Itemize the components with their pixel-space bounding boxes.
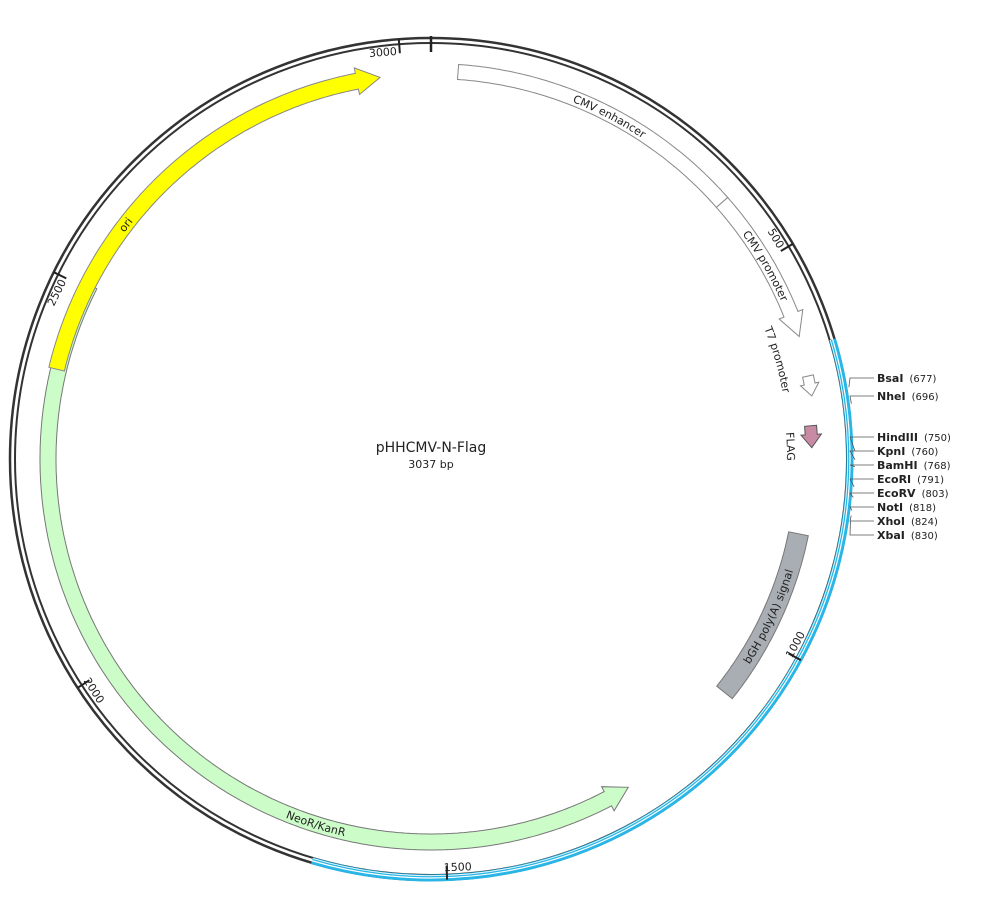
plasmid-name: pHHCMV-N-Flag: [376, 440, 487, 456]
site-label: BsaI (677): [877, 372, 936, 385]
site-label: NotI (818): [877, 501, 936, 514]
tick-mark: [77, 679, 90, 689]
tick-mark: [397, 39, 401, 54]
site-label: NheI (696): [877, 390, 939, 403]
site-name: XhoI: [877, 515, 905, 528]
site-position: (830): [911, 531, 938, 542]
site-position: (803): [922, 489, 949, 500]
plasmid-length: 3037 bp: [408, 458, 453, 471]
site-name: BsaI: [877, 372, 903, 385]
site-leader: [849, 515, 874, 522]
site-position: (824): [911, 517, 938, 528]
highlight-inner: [312, 339, 849, 877]
feature-label-path: FLAG: [784, 432, 798, 461]
site-label: HindIII (750): [877, 431, 951, 444]
site-position: (677): [909, 374, 936, 385]
highlight-inner: [311, 339, 851, 879]
site-position: (818): [909, 503, 936, 514]
tick-mark: [780, 243, 794, 252]
site-leader: [849, 492, 874, 498]
feature-arrow: [456, 63, 729, 209]
site-leader: [849, 506, 874, 511]
feature-label: FLAG: [784, 432, 798, 461]
site-name: EcoRI: [877, 473, 911, 486]
site-leader: [849, 478, 874, 488]
tick-mark: [788, 652, 802, 662]
site-name: XbaI: [877, 529, 905, 542]
site-name: NotI: [877, 501, 903, 514]
feature-arrow: [715, 196, 804, 338]
feature-arrow: [716, 531, 809, 700]
tick-label: 3000: [368, 45, 397, 60]
site-label: XhoI (824): [877, 515, 938, 528]
tick-mark: [445, 865, 449, 880]
site-name: HindIII: [877, 431, 918, 444]
tick-label: 1500: [444, 860, 472, 874]
feature-arrow: [39, 280, 630, 851]
site-name: KpnI: [877, 445, 905, 458]
site-position: (768): [924, 461, 951, 472]
feature-arrow: [799, 374, 820, 397]
site-position: (760): [911, 447, 938, 458]
site-position: (696): [912, 392, 939, 403]
site-label: BamHI (768): [877, 459, 951, 472]
feature-label-path: T7 promoter: [762, 324, 794, 395]
site-leader: [849, 520, 874, 536]
site-label: XbaI (830): [877, 529, 938, 542]
site-leader: [849, 450, 874, 460]
site-label: KpnI (760): [877, 445, 938, 458]
site-leader: [849, 436, 874, 452]
site-leader: [849, 464, 874, 468]
feature-label-path: CMV enhancer: [571, 92, 648, 141]
tick-mark: [53, 271, 67, 280]
site-label: EcoRI (791): [877, 473, 944, 486]
feature-arrow: [48, 67, 382, 372]
feature-label: T7 promoter: [762, 324, 794, 395]
feature-arrow: [799, 424, 823, 449]
site-position: (791): [917, 475, 944, 486]
site-position: (750): [924, 433, 951, 444]
site-leader: [848, 377, 874, 388]
feature-label: CMV enhancer: [571, 92, 648, 141]
site-name: BamHI: [877, 459, 918, 472]
site-name: EcoRV: [877, 487, 916, 500]
site-name: NheI: [877, 390, 906, 403]
site-leader: [849, 395, 874, 404]
site-label: EcoRV (803): [877, 487, 949, 500]
